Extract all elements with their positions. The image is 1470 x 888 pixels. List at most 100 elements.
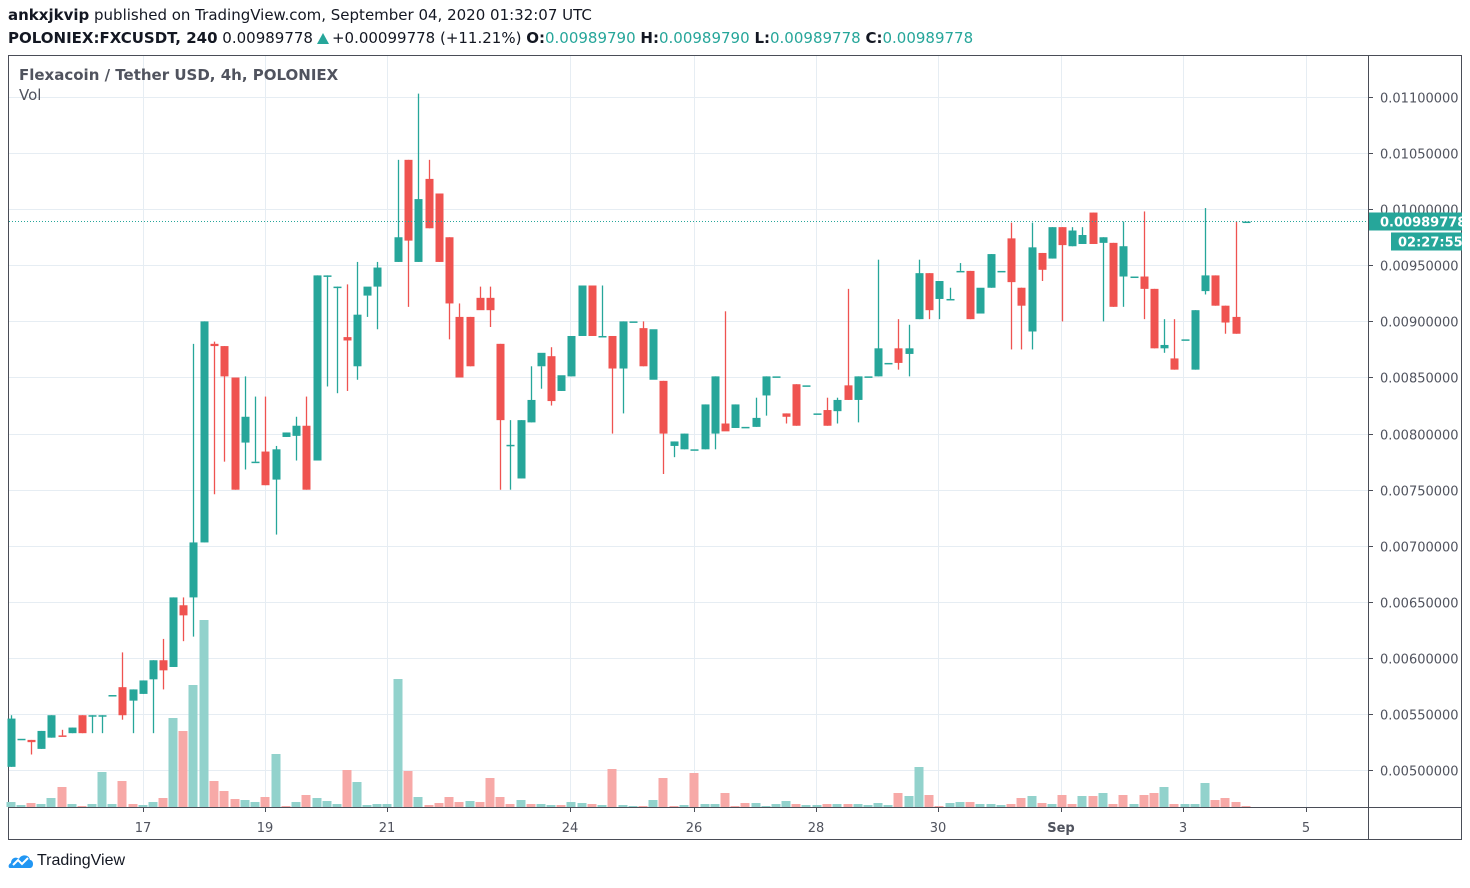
chart-frame (8, 55, 1462, 840)
candle-body (353, 314, 362, 367)
volume-bar (873, 803, 883, 807)
volume-bar (566, 802, 576, 807)
volume-bar (1037, 803, 1047, 807)
candle-body (772, 376, 781, 378)
volume-bar (843, 804, 853, 807)
price-tick-label: 0.00550000 (1380, 709, 1459, 724)
candle-body (987, 254, 996, 288)
candle-body (261, 451, 270, 486)
volume-bar (1016, 798, 1026, 807)
candle-body (210, 343, 219, 347)
volume-bar (301, 795, 311, 807)
candle-body (129, 689, 138, 701)
candle-body (88, 715, 97, 717)
candle-body (323, 275, 332, 277)
volume-bar (475, 802, 485, 807)
volume-bar (751, 803, 761, 807)
candle-body (220, 346, 229, 377)
candle-body (741, 426, 750, 429)
candle-body (1160, 344, 1169, 349)
candle-body (976, 287, 985, 314)
volume-bar (546, 805, 556, 807)
volume-bar (730, 806, 740, 807)
volume-bar (312, 798, 322, 807)
candle-body (925, 273, 934, 311)
candle-body (864, 376, 873, 378)
volume-bar (362, 805, 372, 807)
volume-bar (26, 803, 36, 807)
candle-body (1007, 238, 1016, 283)
symbol-line: POLONIEX:FXCUSDT, 240 0.00989778 +0.00099… (8, 29, 973, 47)
candle-body (58, 735, 67, 737)
candle-body (915, 273, 924, 320)
volume-bar (322, 801, 332, 807)
volume-bar (444, 797, 454, 807)
time-tick-label: 30 (930, 821, 947, 836)
volume-bar (424, 805, 434, 807)
tradingview-brand[interactable]: TradingView (37, 852, 126, 869)
volume-bar (291, 802, 301, 807)
candle-body (731, 404, 740, 428)
time-tick-label: Sep (1047, 821, 1075, 836)
volume-bar (679, 805, 689, 807)
candle-body (956, 270, 965, 273)
price-tick-label: 0.00900000 (1380, 316, 1459, 331)
volume-bar (6, 802, 16, 807)
volume-bar (669, 806, 679, 807)
volume-bar (853, 804, 863, 807)
volume-bar (1047, 804, 1057, 807)
author-name[interactable]: ankxjkvip (8, 6, 90, 24)
volume-bar (158, 798, 168, 807)
candle-body (1058, 227, 1067, 246)
volume-bar (1077, 796, 1087, 807)
volume-bar (1067, 804, 1077, 807)
volume-bar (781, 801, 791, 807)
time-tick-label: 21 (379, 821, 396, 836)
volume-bar (87, 804, 97, 807)
price-tick-label: 0.00700000 (1380, 541, 1459, 556)
candle-body (894, 348, 903, 363)
volume-bar (516, 800, 526, 807)
candle-body (231, 377, 240, 490)
candle-body (1242, 221, 1251, 224)
volume-bar (934, 806, 944, 807)
volume-bar (710, 804, 720, 807)
volume-bar (1139, 795, 1149, 807)
volume-bar (1129, 804, 1139, 807)
price-tick-label: 0.01050000 (1380, 148, 1459, 163)
volume-bar (117, 781, 127, 807)
volume-bar (219, 791, 229, 807)
candle-body (476, 297, 485, 311)
volume-bar (812, 805, 822, 807)
volume-bar (975, 804, 985, 807)
high-label: H: (640, 29, 659, 47)
price-tick-label: 0.00600000 (1380, 653, 1459, 668)
volume-bar (597, 805, 607, 807)
volume-bar (904, 796, 914, 807)
volume-bar (209, 781, 219, 807)
volume-bar (1149, 793, 1159, 807)
candle-body (455, 316, 464, 378)
volume-bar (178, 731, 188, 807)
volume-bar (454, 802, 464, 807)
candle-body (292, 425, 301, 436)
close-label: C: (865, 29, 883, 47)
time-tick-label: 24 (562, 821, 579, 836)
candle-body (200, 321, 209, 543)
candle-body (1028, 247, 1037, 332)
candle-body (302, 425, 311, 490)
volume-bar (700, 804, 710, 807)
volume-bar (485, 778, 495, 807)
volume-bar (791, 804, 801, 807)
volume-bar (1088, 796, 1098, 807)
volume-bar (403, 771, 413, 807)
volume-bar (607, 769, 617, 807)
candle-body (639, 328, 648, 367)
chart-title: Flexacoin / Tether USD, 4h, POLONIEX (19, 66, 339, 84)
candle-body (1017, 287, 1026, 306)
candle-body (149, 660, 158, 680)
volume-bar (965, 802, 975, 807)
symbol-label: POLONIEX:FXCUSDT, 240 (8, 29, 218, 47)
close-value: 0.00989778 (882, 29, 974, 47)
